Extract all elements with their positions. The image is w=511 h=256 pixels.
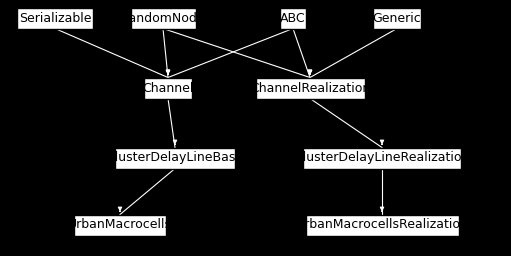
Text: UrbanMacrocellsRealization: UrbanMacrocellsRealization xyxy=(295,219,469,231)
FancyBboxPatch shape xyxy=(306,215,458,236)
FancyBboxPatch shape xyxy=(144,78,192,99)
Text: ABC: ABC xyxy=(280,12,306,25)
Text: ChannelRealization: ChannelRealization xyxy=(250,81,370,94)
Text: Generic: Generic xyxy=(373,12,422,25)
Text: ClusterDelayLineBase: ClusterDelayLineBase xyxy=(106,152,244,165)
Text: UrbanMacrocells: UrbanMacrocells xyxy=(68,219,172,231)
FancyBboxPatch shape xyxy=(130,7,196,28)
FancyBboxPatch shape xyxy=(280,7,306,28)
FancyBboxPatch shape xyxy=(373,7,421,28)
FancyBboxPatch shape xyxy=(115,147,235,168)
FancyBboxPatch shape xyxy=(256,78,364,99)
FancyBboxPatch shape xyxy=(303,147,461,168)
Text: ClusterDelayLineRealization: ClusterDelayLineRealization xyxy=(294,152,470,165)
FancyBboxPatch shape xyxy=(74,215,166,236)
Text: Serializable: Serializable xyxy=(19,12,91,25)
FancyBboxPatch shape xyxy=(17,7,93,28)
Text: Channel: Channel xyxy=(142,81,194,94)
Text: RandomNode: RandomNode xyxy=(121,12,205,25)
